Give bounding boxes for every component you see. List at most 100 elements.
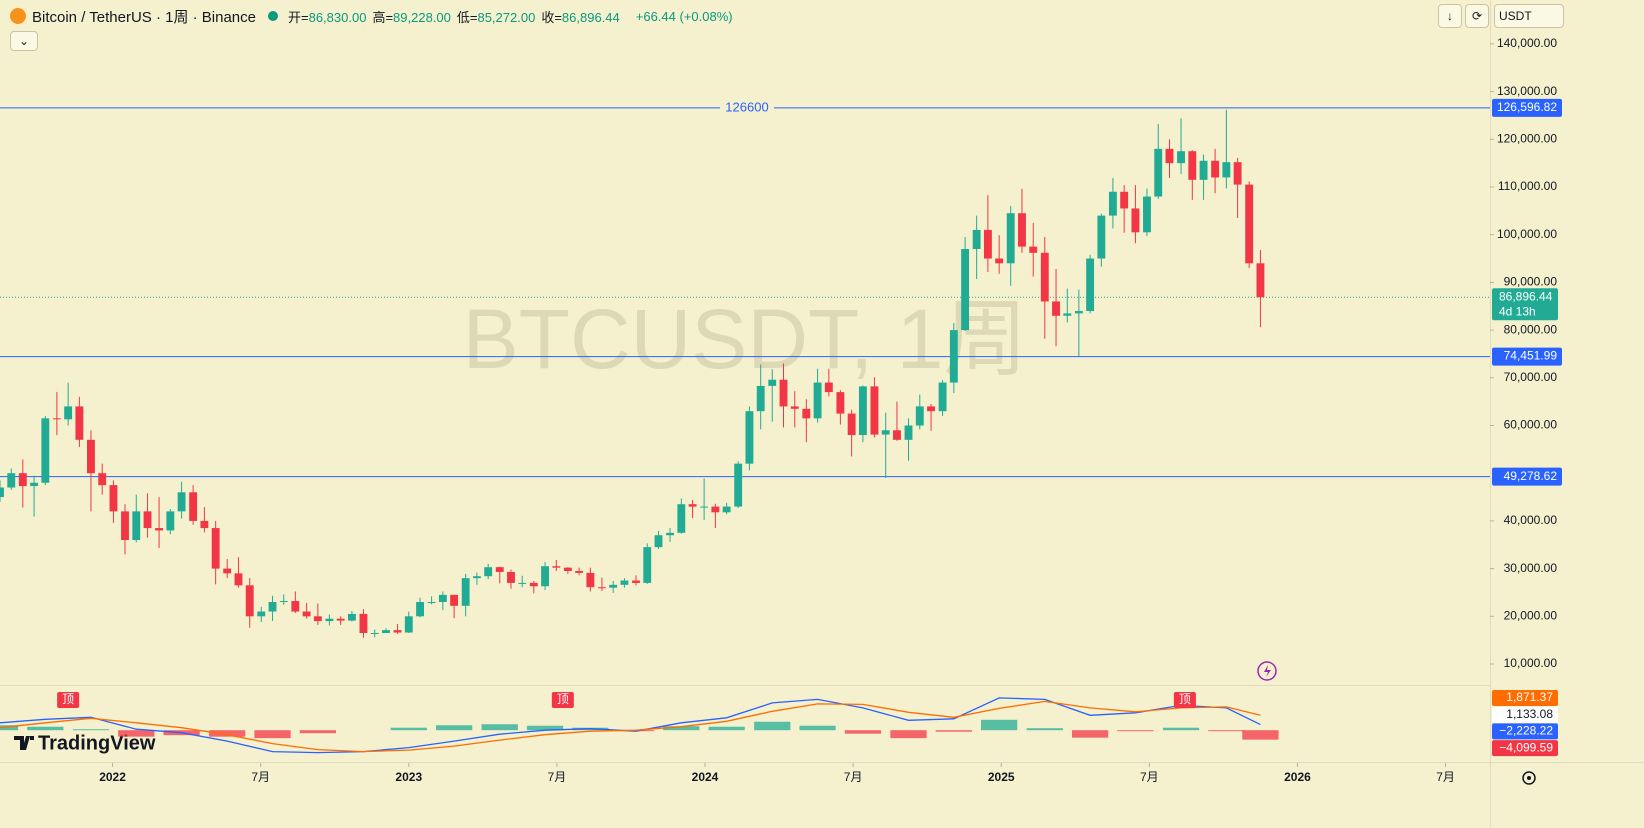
candle-body [995,258,1004,264]
candle-body [1006,213,1015,264]
candle-body [1074,311,1083,314]
candle-body [1086,258,1095,312]
candle-body [291,601,300,612]
histogram-bar [1242,730,1279,740]
ohlc-legend: 开=86,830.00 高=89,228.00 低=85,272.00 收=86,89… [288,7,626,26]
candle-body [1165,148,1174,164]
candle-body [121,511,129,540]
macd-axis-label: 1,871.37 [1506,690,1553,704]
candle-body [155,528,164,531]
y-tick-label: 100,000.00 [1497,227,1557,241]
candle-body [938,382,947,412]
candle-body [507,571,515,583]
candle-body [1143,196,1151,233]
y-tick-label: 30,000.00 [1504,561,1558,575]
histogram-bar [0,725,19,731]
y-tick-label: 20,000.00 [1504,608,1558,622]
candle-body [597,587,606,589]
price-line-label: 74,451.99 [1504,349,1558,363]
candle-body [1040,252,1049,302]
candle-body [1108,191,1117,216]
ohlc-value: 85,272.00 [477,9,536,25]
candle-body [961,249,970,331]
candle-body [336,618,345,621]
currency-select[interactable]: USDT [1494,4,1564,28]
candle-body [654,535,663,548]
x-tick-label: 7月 [1436,770,1455,784]
alert-icon[interactable] [1257,661,1277,681]
candle-body [927,406,935,412]
candle-body [745,411,754,464]
candle-body [722,506,731,513]
histogram-bar [981,719,1018,731]
histogram-bar [299,730,336,734]
candle-body [1097,215,1106,259]
candle-body [893,430,901,440]
price-line-label: 126,596.82 [1497,100,1557,114]
candle-body [1188,151,1197,180]
x-tick-label: 2024 [692,770,719,784]
candle-body [1018,213,1026,247]
candle-body [575,570,584,573]
x-tick-label: 7月 [844,770,863,784]
y-tick-label: 120,000.00 [1497,131,1557,145]
candle-body [30,482,39,487]
candle-body [1154,148,1163,197]
market-status [268,11,278,21]
annotation: 顶 [1179,692,1191,706]
ohlc-value: 86,830.00 [308,9,367,25]
candle-body [257,611,266,617]
candle-body [245,585,254,617]
candle-body [279,601,288,603]
candle-body [87,439,95,474]
candle-body [1120,191,1129,209]
annotation-bg [1173,692,1196,708]
settings-icon[interactable] [1522,771,1536,785]
candle-body [802,408,811,419]
candle-body [416,601,424,617]
change: +66.44 (+0.08%) [635,8,733,24]
histogram-bar [799,725,836,731]
annotation-bg [551,692,574,708]
candle-body [234,573,243,586]
candle-body [563,567,572,571]
price-line-label-bg [1492,98,1562,117]
ohlc-value: 89,228.00 [393,9,451,25]
symbol-title[interactable]: Bitcoin / TetherUS · 1周 · Binance [32,8,256,26]
candle-body [495,567,504,572]
download-button[interactable]: ↓ [1438,4,1462,28]
price-line-label-bg [1492,347,1562,366]
candle-body [41,418,50,483]
price-line-text-bg [720,99,774,116]
histogram-bar [27,726,64,731]
candle-body [484,567,493,577]
candle-body [688,504,697,507]
x-tick-label: 2026 [1284,770,1311,784]
macd-axis-label: −2,228.22 [1499,724,1553,738]
candle-body [404,616,413,633]
x-tick-label: 2023 [395,770,422,784]
candle-body [211,528,220,569]
histogram-bar [435,725,473,731]
candle-body [609,584,618,588]
candle-body [836,392,845,414]
y-tick-label: 130,000.00 [1497,84,1557,98]
expand-button[interactable]: ⌄ [10,31,38,51]
histogram-bar [481,724,518,731]
last-price-label-bg [1492,288,1558,321]
candle-body [847,413,856,436]
candle-body [200,520,209,529]
candle-body [643,547,652,583]
x-tick-label: 2025 [988,770,1015,784]
y-tick-label: 80,000.00 [1504,322,1558,336]
refresh-button[interactable]: ⟳ [1465,4,1489,28]
candle-body [0,487,4,498]
candle-body [177,492,186,512]
candle-body [1177,151,1185,164]
candle-body [1199,160,1208,180]
candle-body [1211,160,1220,178]
candle-body [223,568,232,574]
candle-body [427,601,436,603]
